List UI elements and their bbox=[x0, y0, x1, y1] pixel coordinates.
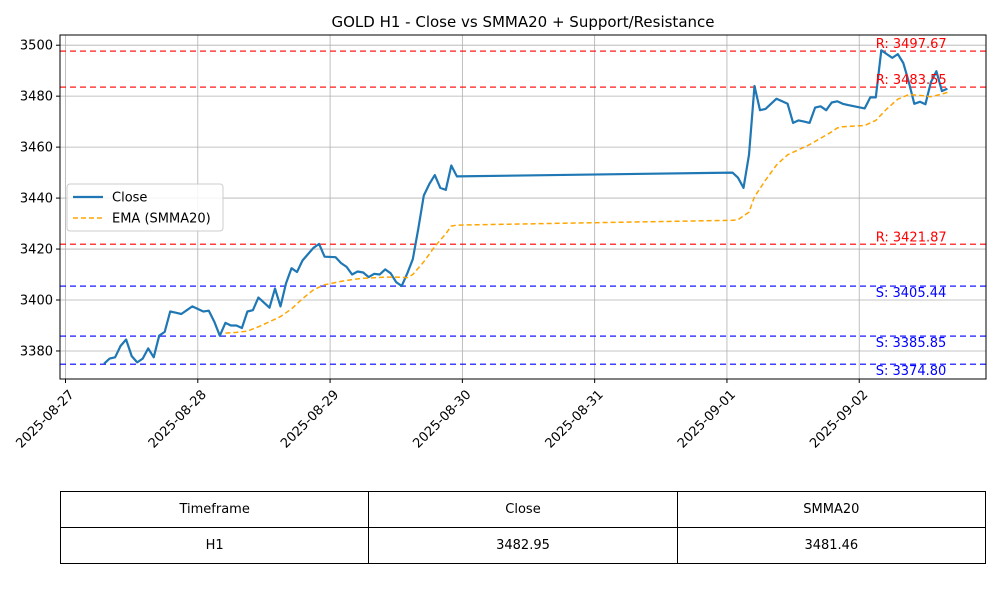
grid bbox=[60, 35, 986, 379]
y-tick-label: 3400 bbox=[20, 294, 53, 309]
support-resistance-levels bbox=[60, 50, 986, 365]
close-series-line bbox=[103, 49, 948, 365]
resistance-level-label: R: 3483.55 bbox=[876, 73, 947, 88]
x-tick-label: 2025-08-30 bbox=[410, 387, 474, 451]
smma-series-line bbox=[225, 91, 948, 334]
chart: GOLD H1 - Close vs SMMA20 + Support/Resi… bbox=[14, 13, 987, 452]
legend: Close EMA (SMMA20) bbox=[66, 183, 224, 232]
resistance-level-label: R: 3497.67 bbox=[876, 37, 947, 52]
y-tick-label: 3500 bbox=[20, 39, 53, 54]
x-tick-label: 2025-08-28 bbox=[146, 387, 210, 451]
table-header-row: Timeframe Close SMMA20 bbox=[59, 491, 987, 528]
y-tick-label: 3480 bbox=[20, 90, 53, 105]
header-close: Close bbox=[368, 491, 678, 528]
support-level-label: S: 3405.44 bbox=[876, 286, 947, 301]
chart-title: GOLD H1 - Close vs SMMA20 + Support/Resi… bbox=[331, 13, 714, 31]
plot-frame bbox=[59, 34, 987, 380]
cell-close: 3482.95 bbox=[368, 527, 678, 564]
cell-smma20: 3481.46 bbox=[676, 527, 987, 564]
support-level-label: S: 3374.80 bbox=[876, 364, 947, 379]
x-tick-label: 2025-08-31 bbox=[543, 387, 607, 451]
axes: 3380 3400 3420 3440 3460 3480 3500 2025-08-27 20… bbox=[14, 39, 872, 452]
y-tick-label: 3460 bbox=[20, 141, 53, 156]
x-tick-label: 2025-08-29 bbox=[278, 387, 342, 451]
y-tick-label: 3420 bbox=[20, 243, 53, 258]
legend-label: EMA (SMMA20) bbox=[112, 212, 211, 227]
x-tick-label: 2025-09-02 bbox=[807, 387, 871, 451]
y-tick-label: 3380 bbox=[20, 344, 53, 359]
table-row: H1 3482.95 3481.46 bbox=[59, 527, 987, 564]
x-tick-label: 2025-08-27 bbox=[14, 387, 78, 451]
header-smma20: SMMA20 bbox=[676, 491, 987, 528]
resistance-level-label: R: 3421.87 bbox=[876, 230, 947, 245]
support-level-label: S: 3385.85 bbox=[876, 336, 947, 351]
summary-table: Timeframe Close SMMA20 H1 3482.95 3481.4… bbox=[59, 491, 987, 564]
cell-timeframe: H1 bbox=[59, 527, 370, 564]
y-tick-label: 3440 bbox=[20, 192, 53, 207]
series-lines bbox=[103, 49, 948, 365]
level-labels: R: 3497.67 R: 3483.55 R: 3421.87 S: 3405.44… bbox=[876, 37, 947, 379]
header-timeframe: Timeframe bbox=[59, 491, 370, 528]
legend-label: Close bbox=[112, 191, 147, 206]
legend-box bbox=[66, 183, 224, 232]
x-tick-label: 2025-09-01 bbox=[675, 387, 739, 451]
